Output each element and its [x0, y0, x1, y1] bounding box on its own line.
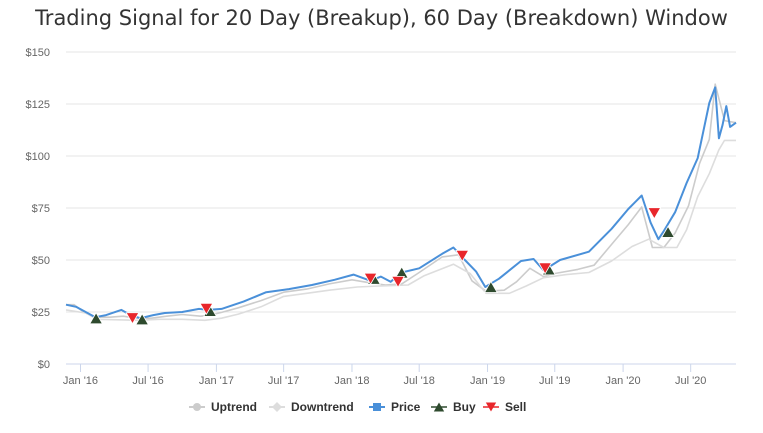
y-tick-label: $125	[26, 99, 50, 111]
y-tick-label: $150	[26, 47, 50, 59]
buy-marker	[89, 311, 104, 325]
x-tick-label: Jul '16	[132, 375, 163, 387]
legend-marker	[193, 403, 201, 411]
legend-marker	[433, 402, 445, 412]
legend-symbol-downtrend	[269, 402, 285, 412]
legend-label: Buy	[453, 400, 476, 414]
legend-symbol-uptrend	[189, 403, 205, 411]
x-tick-label: Jul '19	[539, 375, 570, 387]
sell-marker	[455, 249, 470, 263]
y-tick-label: $0	[38, 359, 50, 371]
buy-marker	[135, 312, 150, 326]
legend-label: Sell	[505, 400, 526, 414]
sell-marker	[125, 312, 140, 325]
chart-title: Trading Signal for 20 Day (Breakup), 60 …	[35, 6, 728, 30]
legend-label: Price	[391, 400, 421, 414]
legend-symbol-sell	[483, 402, 499, 412]
series-line-downtrend	[65, 139, 736, 322]
x-tick-label: Jan '17	[199, 375, 234, 387]
legend-symbol-price	[369, 403, 385, 411]
x-tick-label: Jan '16	[63, 375, 98, 387]
x-tick-label: Jul '20	[675, 375, 706, 387]
sell-marker	[538, 262, 553, 275]
x-tick-label: Jan '19	[470, 375, 505, 387]
legend-item-downtrend[interactable]: Downtrend	[269, 400, 354, 414]
y-tick-label: $25	[32, 307, 50, 319]
sell-marker	[199, 302, 214, 316]
legend-marker	[272, 402, 282, 412]
legend-marker	[373, 403, 381, 411]
legend-item-buy[interactable]: Buy	[431, 400, 476, 414]
sell-marker	[363, 272, 378, 286]
y-axis: $0 $25 $50 $75 $100 $125 $150	[26, 47, 50, 371]
grid-lines	[66, 51, 736, 365]
legend-symbol-buy	[431, 402, 447, 412]
x-tick-label: Jan '20	[606, 375, 641, 387]
legend[interactable]: Uptrend Downtrend Price Buy Sell	[189, 400, 526, 414]
signal-markers	[89, 207, 676, 326]
series-lines	[65, 83, 737, 322]
buy-marker	[661, 225, 676, 238]
x-tick-label: Jul '18	[403, 375, 434, 387]
legend-label: Downtrend	[291, 400, 354, 414]
legend-item-uptrend[interactable]: Uptrend	[189, 400, 257, 414]
x-tick-label: Jan '18	[334, 375, 369, 387]
y-tick-label: $50	[32, 255, 50, 267]
series-line-uptrend	[66, 83, 737, 319]
legend-label: Uptrend	[211, 400, 257, 414]
series-line-price	[65, 86, 737, 320]
buy-marker	[483, 280, 498, 293]
x-tick-label: Jul '17	[268, 375, 299, 387]
legend-item-sell[interactable]: Sell	[483, 400, 526, 414]
sell-marker	[391, 275, 406, 289]
x-axis: Jan '16 Jul '16 Jan '17 Jul '17 Jan '18 Jul '…	[63, 364, 706, 387]
y-tick-label: $100	[26, 151, 50, 163]
y-tick-label: $75	[32, 203, 50, 215]
legend-item-price[interactable]: Price	[369, 400, 421, 414]
sell-marker	[647, 207, 662, 220]
legend-marker	[485, 402, 497, 412]
